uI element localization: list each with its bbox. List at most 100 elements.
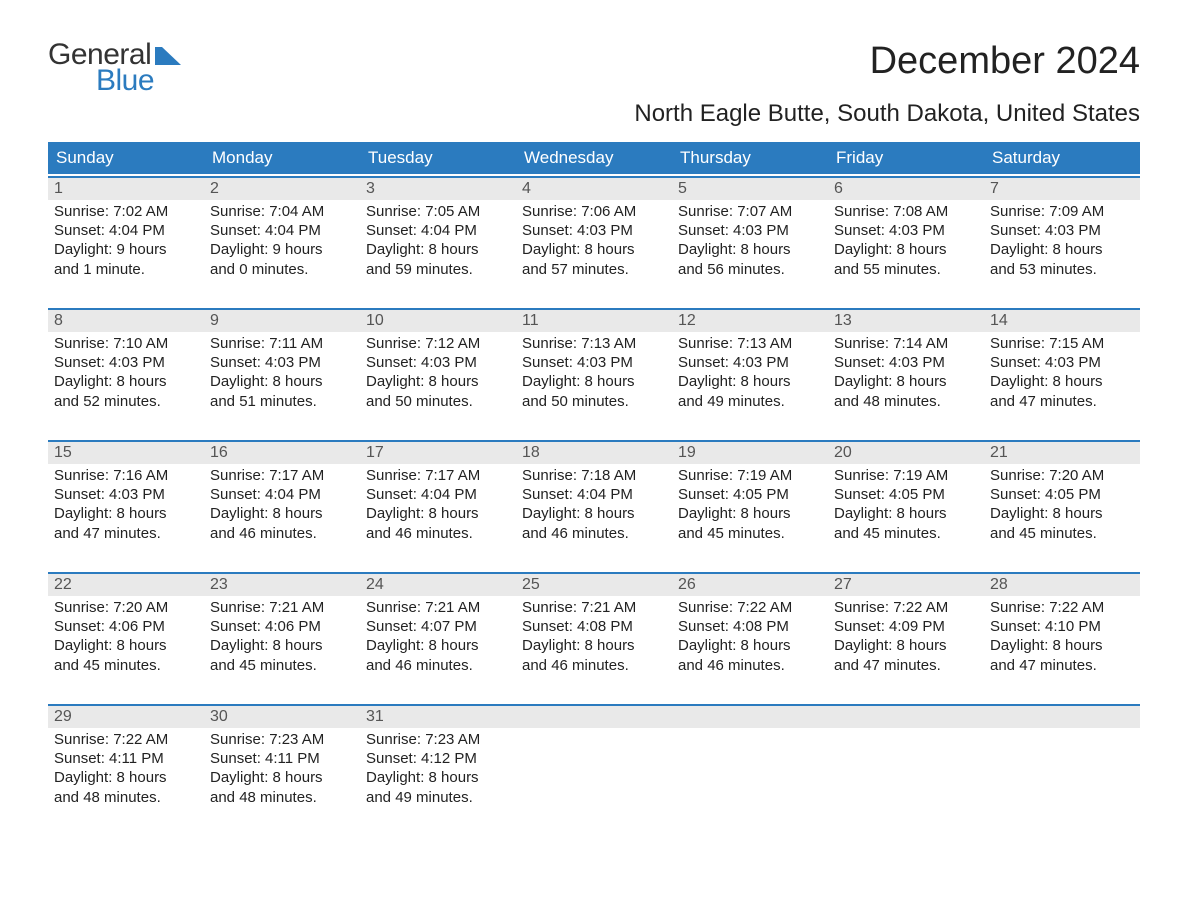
- day-d1: Daylight: 8 hours: [522, 240, 666, 259]
- calendar-day: 13Sunrise: 7:14 AMSunset: 4:03 PMDayligh…: [828, 310, 984, 438]
- day-sunset: Sunset: 4:03 PM: [834, 353, 978, 372]
- day-sunrise: Sunrise: 7:20 AM: [990, 466, 1134, 485]
- day-number: 12: [672, 310, 828, 332]
- day-number: 13: [828, 310, 984, 332]
- day-number: 11: [516, 310, 672, 332]
- day-number: 7: [984, 178, 1140, 200]
- day-sunrise: Sunrise: 7:06 AM: [522, 202, 666, 221]
- day-sunrise: Sunrise: 7:21 AM: [210, 598, 354, 617]
- day-sunrise: Sunrise: 7:19 AM: [834, 466, 978, 485]
- day-d2: and 46 minutes.: [522, 656, 666, 675]
- day-sunset: Sunset: 4:11 PM: [210, 749, 354, 768]
- day-number: 6: [828, 178, 984, 200]
- day-d1: Daylight: 8 hours: [54, 504, 198, 523]
- day-body: Sunrise: 7:07 AMSunset: 4:03 PMDaylight:…: [672, 200, 828, 281]
- day-sunrise: Sunrise: 7:22 AM: [54, 730, 198, 749]
- day-d1: Daylight: 8 hours: [366, 240, 510, 259]
- calendar-header: Sunday Monday Tuesday Wednesday Thursday…: [48, 142, 1140, 174]
- day-d2: and 46 minutes.: [210, 524, 354, 543]
- day-number: 9: [204, 310, 360, 332]
- day-number: [984, 706, 1140, 728]
- day-d2: and 48 minutes.: [54, 788, 198, 807]
- day-number: 16: [204, 442, 360, 464]
- day-sunrise: Sunrise: 7:15 AM: [990, 334, 1134, 353]
- calendar-day: 3Sunrise: 7:05 AMSunset: 4:04 PMDaylight…: [360, 178, 516, 306]
- day-number: 18: [516, 442, 672, 464]
- day-number: 2: [204, 178, 360, 200]
- day-d1: Daylight: 8 hours: [990, 372, 1134, 391]
- day-sunset: Sunset: 4:03 PM: [210, 353, 354, 372]
- calendar-day: 29Sunrise: 7:22 AMSunset: 4:11 PMDayligh…: [48, 706, 204, 834]
- calendar-day: 2Sunrise: 7:04 AMSunset: 4:04 PMDaylight…: [204, 178, 360, 306]
- calendar-day: 27Sunrise: 7:22 AMSunset: 4:09 PMDayligh…: [828, 574, 984, 702]
- calendar-week: 1Sunrise: 7:02 AMSunset: 4:04 PMDaylight…: [48, 176, 1140, 306]
- day-body: Sunrise: 7:05 AMSunset: 4:04 PMDaylight:…: [360, 200, 516, 281]
- day-body: Sunrise: 7:06 AMSunset: 4:03 PMDaylight:…: [516, 200, 672, 281]
- calendar-day: 11Sunrise: 7:13 AMSunset: 4:03 PMDayligh…: [516, 310, 672, 438]
- calendar-day: 10Sunrise: 7:12 AMSunset: 4:03 PMDayligh…: [360, 310, 516, 438]
- calendar-day: 18Sunrise: 7:18 AMSunset: 4:04 PMDayligh…: [516, 442, 672, 570]
- day-d1: Daylight: 8 hours: [54, 768, 198, 787]
- day-sunset: Sunset: 4:11 PM: [54, 749, 198, 768]
- day-d1: Daylight: 8 hours: [990, 636, 1134, 655]
- day-d2: and 46 minutes.: [522, 524, 666, 543]
- day-number: 21: [984, 442, 1140, 464]
- day-sunrise: Sunrise: 7:20 AM: [54, 598, 198, 617]
- day-sunset: Sunset: 4:03 PM: [366, 353, 510, 372]
- day-sunrise: Sunrise: 7:19 AM: [678, 466, 822, 485]
- day-label: Sunday: [48, 142, 204, 174]
- day-body: Sunrise: 7:23 AMSunset: 4:12 PMDaylight:…: [360, 728, 516, 809]
- day-sunset: Sunset: 4:05 PM: [990, 485, 1134, 504]
- day-sunset: Sunset: 4:04 PM: [366, 221, 510, 240]
- day-sunset: Sunset: 4:08 PM: [522, 617, 666, 636]
- day-number: 14: [984, 310, 1140, 332]
- day-d2: and 55 minutes.: [834, 260, 978, 279]
- calendar-day: 7Sunrise: 7:09 AMSunset: 4:03 PMDaylight…: [984, 178, 1140, 306]
- day-body: Sunrise: 7:20 AMSunset: 4:05 PMDaylight:…: [984, 464, 1140, 545]
- day-d1: Daylight: 8 hours: [834, 240, 978, 259]
- weeks-container: 1Sunrise: 7:02 AMSunset: 4:04 PMDaylight…: [48, 176, 1140, 834]
- calendar-week: 29Sunrise: 7:22 AMSunset: 4:11 PMDayligh…: [48, 704, 1140, 834]
- day-label: Tuesday: [360, 142, 516, 174]
- day-d2: and 47 minutes.: [990, 392, 1134, 411]
- day-sunrise: Sunrise: 7:04 AM: [210, 202, 354, 221]
- day-d2: and 46 minutes.: [366, 524, 510, 543]
- day-number: 17: [360, 442, 516, 464]
- day-sunrise: Sunrise: 7:22 AM: [834, 598, 978, 617]
- day-d1: Daylight: 8 hours: [210, 372, 354, 391]
- day-d2: and 47 minutes.: [990, 656, 1134, 675]
- day-sunset: Sunset: 4:04 PM: [210, 221, 354, 240]
- day-number: 23: [204, 574, 360, 596]
- day-d1: Daylight: 8 hours: [366, 636, 510, 655]
- calendar-day: 25Sunrise: 7:21 AMSunset: 4:08 PMDayligh…: [516, 574, 672, 702]
- day-number: 5: [672, 178, 828, 200]
- day-sunrise: Sunrise: 7:05 AM: [366, 202, 510, 221]
- day-sunrise: Sunrise: 7:23 AM: [366, 730, 510, 749]
- day-sunset: Sunset: 4:04 PM: [54, 221, 198, 240]
- calendar-day: 8Sunrise: 7:10 AMSunset: 4:03 PMDaylight…: [48, 310, 204, 438]
- day-d2: and 48 minutes.: [834, 392, 978, 411]
- calendar-day: 23Sunrise: 7:21 AMSunset: 4:06 PMDayligh…: [204, 574, 360, 702]
- calendar-day: 4Sunrise: 7:06 AMSunset: 4:03 PMDaylight…: [516, 178, 672, 306]
- calendar-day: 31Sunrise: 7:23 AMSunset: 4:12 PMDayligh…: [360, 706, 516, 834]
- calendar-day: 6Sunrise: 7:08 AMSunset: 4:03 PMDaylight…: [828, 178, 984, 306]
- day-sunset: Sunset: 4:07 PM: [366, 617, 510, 636]
- day-number: [828, 706, 984, 728]
- day-d2: and 56 minutes.: [678, 260, 822, 279]
- day-body: Sunrise: 7:22 AMSunset: 4:10 PMDaylight:…: [984, 596, 1140, 677]
- day-label: Wednesday: [516, 142, 672, 174]
- day-d2: and 49 minutes.: [678, 392, 822, 411]
- day-sunset: Sunset: 4:08 PM: [678, 617, 822, 636]
- day-d2: and 53 minutes.: [990, 260, 1134, 279]
- day-d1: Daylight: 8 hours: [990, 504, 1134, 523]
- day-number: 26: [672, 574, 828, 596]
- day-body: Sunrise: 7:12 AMSunset: 4:03 PMDaylight:…: [360, 332, 516, 413]
- day-d1: Daylight: 8 hours: [366, 504, 510, 523]
- calendar-day: 28Sunrise: 7:22 AMSunset: 4:10 PMDayligh…: [984, 574, 1140, 702]
- day-sunrise: Sunrise: 7:14 AM: [834, 334, 978, 353]
- calendar-week: 8Sunrise: 7:10 AMSunset: 4:03 PMDaylight…: [48, 308, 1140, 438]
- day-number: 22: [48, 574, 204, 596]
- calendar-day: 17Sunrise: 7:17 AMSunset: 4:04 PMDayligh…: [360, 442, 516, 570]
- day-d2: and 48 minutes.: [210, 788, 354, 807]
- day-d2: and 45 minutes.: [54, 656, 198, 675]
